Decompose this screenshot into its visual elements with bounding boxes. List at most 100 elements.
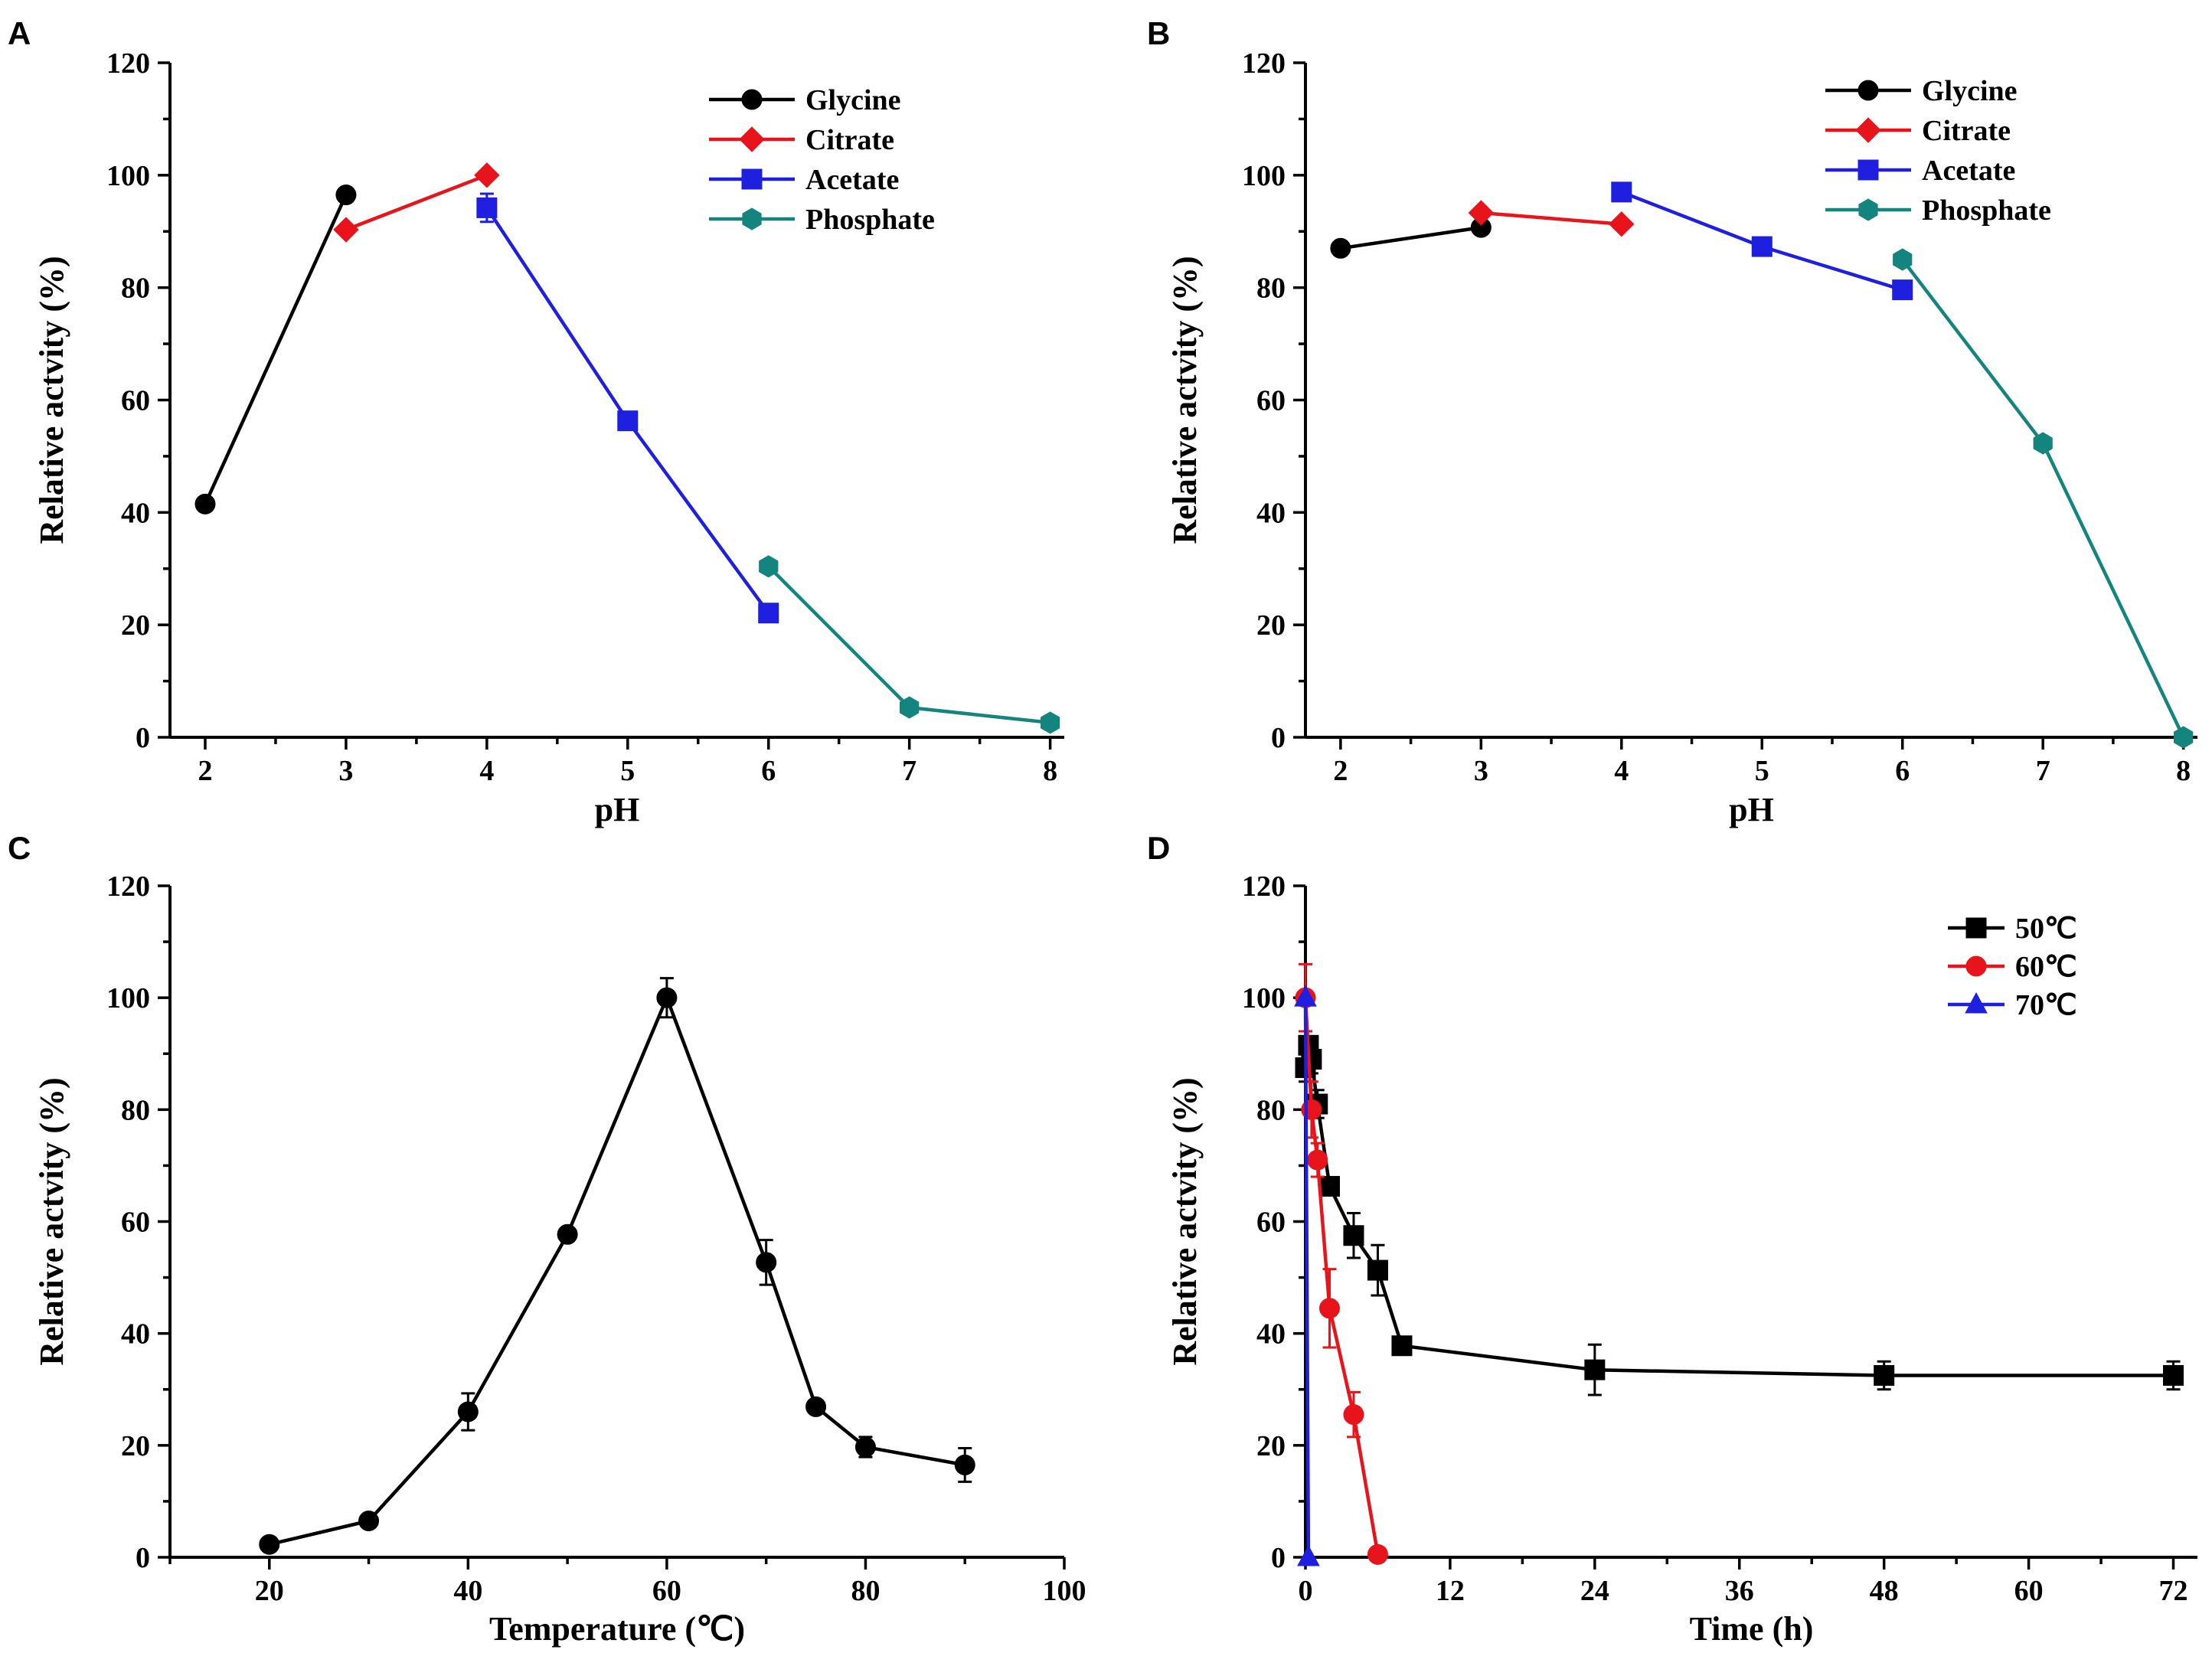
data-point [2163,1364,2184,1386]
x-tick-label: 7 [2036,755,2050,787]
data-point [900,696,920,719]
series-Glycine [1330,217,1492,259]
x-tick-label: 60 [2014,1575,2044,1607]
data-point [2033,432,2053,455]
legend-label: 50℃ [2015,913,2077,945]
y-tick-label: 60 [121,1207,150,1239]
series-Citrate [333,162,500,243]
y-tick-label: 120 [106,47,150,80]
y-tick-label: 120 [1242,47,1286,80]
legend-label: Glycine [805,84,901,116]
legend-marker [741,89,763,110]
y-tick-label: 20 [121,1430,150,1462]
series-Acetate [476,192,779,624]
data-point [1751,236,1773,257]
y-tick-label: 60 [1256,385,1286,417]
x-tick-label: 0 [1299,1575,1313,1607]
data-point [1297,1544,1320,1566]
y-tick-label: 0 [1271,722,1286,754]
x-tick-label: 48 [1870,1575,1899,1607]
legend-marker [1857,80,1879,101]
series-Citrate [1468,200,1635,237]
legend-marker [1857,159,1879,181]
series-50℃ [1295,1034,2184,1396]
data-point [805,1396,827,1417]
x-tick-label: 4 [479,755,494,787]
data-point [1041,711,1060,734]
y-tick-label: 20 [121,609,150,642]
x-tick-label: 24 [1580,1575,1609,1607]
legend: Glycine Citrate Acetate Phosphate [709,84,935,236]
x-tick-label: 5 [1755,755,1769,787]
data-point [333,217,359,243]
y-tick-label: 120 [106,871,150,903]
x-tick-label: 8 [1043,755,1057,787]
legend-marker [1965,955,1987,977]
x-tick-label: 5 [620,755,635,787]
y-tick-label: 120 [1242,871,1286,903]
legend-label: Glycine [1922,75,2018,107]
y-tick-label: 60 [121,385,150,417]
legend-label: Citrate [805,124,894,156]
series-Phosphate [1893,248,2194,749]
x-axis-title: pH [595,791,640,828]
panel-d: D 0 20 40 60 80 100 120 0 12 24 36 48 60 72 Time (h) Re… [1147,830,2197,1648]
x-tick-label: 72 [2159,1575,2188,1607]
x-tick-label: 36 [1725,1575,1754,1607]
y-tick-label: 100 [1242,160,1286,192]
y-tick-label: 100 [106,982,150,1014]
panel-a: A 0 20 40 60 80 100 120 2 3 4 5 6 7 8 pH Relative actvi… [8,15,1064,828]
data-point [756,1252,777,1273]
panel-label-b: B [1147,15,1170,51]
series-70℃ [1294,985,1320,1566]
data-point [954,1454,975,1475]
x-tick-label: 20 [255,1575,284,1607]
data-point [1343,1225,1364,1246]
data-point [335,185,357,206]
y-tick-label: 0 [136,722,150,754]
y-tick-label: 40 [1256,1318,1286,1351]
data-point [2174,726,2194,749]
x-tick-label: 3 [1474,755,1488,787]
data-point [194,493,216,514]
data-point [1367,1543,1388,1565]
legend-marker [1965,991,1988,1014]
series-line [1340,225,1482,250]
x-tick-label: 7 [902,755,916,787]
legend-label: Phosphate [805,204,935,236]
data-point [259,1534,280,1555]
y-tick-label: 80 [121,1094,150,1126]
x-tick-label: 100 [1043,1575,1086,1607]
series-Phosphate [759,555,1060,734]
x-axis-title: pH [1729,791,1774,828]
y-tick-label: 0 [136,1542,150,1574]
series-line [1481,211,1622,226]
data-point [1391,1335,1413,1357]
series-line [1303,1044,2174,1377]
y-tick-label: 100 [1242,982,1286,1014]
series-line [1303,998,1311,1558]
series-line [269,995,966,1547]
y-axis-title: Relative actvity (%) [33,1077,70,1365]
series-line [485,207,770,615]
y-tick-label: 0 [1271,1542,1286,1574]
legend-marker [1858,198,1878,221]
data-point [1874,1364,1895,1386]
panel-label-c: C [8,830,31,866]
legend-marker [741,168,763,190]
legend-label: Citrate [1922,115,2011,147]
x-axis-title: Time (h) [1690,1610,1814,1648]
x-tick-label: 2 [1333,755,1348,787]
y-tick-label: 40 [121,497,150,529]
x-tick-label: 12 [1436,1575,1465,1607]
x-tick-label: 6 [761,755,776,787]
y-axis-title: Relative actvity (%) [1166,1077,1204,1365]
data-point [1468,200,1495,226]
legend: 50℃ 60℃ 70℃ [1948,913,2077,1021]
y-axis-title: Relative actvity (%) [33,256,70,544]
data-point [557,1223,578,1245]
data-point [617,410,639,432]
panel-label-d: D [1147,830,1170,866]
data-point [1307,1149,1328,1171]
y-tick-label: 40 [1256,497,1286,529]
